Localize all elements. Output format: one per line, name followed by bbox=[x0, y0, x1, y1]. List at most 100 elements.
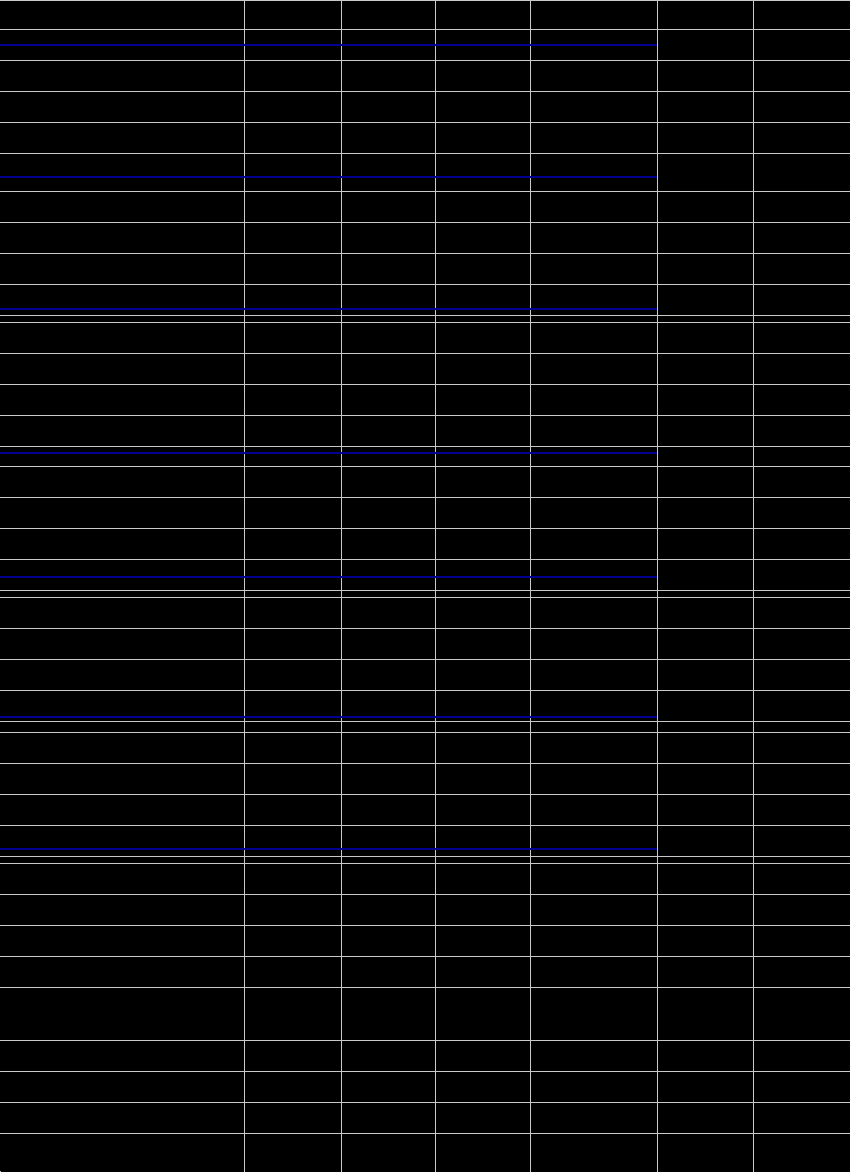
table-cell[interactable] bbox=[436, 598, 530, 628]
table-cell[interactable] bbox=[1, 926, 244, 956]
table-cell[interactable] bbox=[1, 416, 244, 446]
table-cell[interactable] bbox=[245, 61, 341, 91]
table-cell[interactable] bbox=[754, 254, 850, 284]
table-cell[interactable] bbox=[342, 154, 435, 191]
table-cell[interactable] bbox=[436, 591, 530, 597]
table-cell[interactable] bbox=[245, 629, 341, 659]
table-cell[interactable] bbox=[1, 285, 244, 315]
table-cell[interactable] bbox=[436, 385, 530, 415]
table-cell[interactable] bbox=[658, 660, 753, 690]
table-cell[interactable] bbox=[1, 254, 244, 284]
table-cell[interactable] bbox=[658, 323, 753, 353]
table-cell[interactable] bbox=[531, 764, 657, 794]
table-cell[interactable] bbox=[1, 598, 244, 628]
table-cell[interactable] bbox=[245, 1, 341, 29]
table-cell[interactable] bbox=[754, 1041, 850, 1071]
table-cell[interactable] bbox=[658, 154, 753, 191]
table-cell[interactable] bbox=[531, 1103, 657, 1133]
table-cell[interactable] bbox=[342, 1, 435, 29]
table-cell[interactable] bbox=[1, 467, 244, 497]
table-cell[interactable] bbox=[658, 895, 753, 925]
table-cell[interactable] bbox=[245, 385, 341, 415]
table-cell[interactable] bbox=[754, 722, 850, 732]
table-cell[interactable] bbox=[531, 895, 657, 925]
table-cell[interactable] bbox=[436, 447, 530, 466]
table-cell[interactable] bbox=[531, 498, 657, 528]
table-cell[interactable] bbox=[531, 416, 657, 446]
table-cell[interactable] bbox=[436, 733, 530, 763]
table-cell[interactable] bbox=[658, 467, 753, 497]
table-cell[interactable] bbox=[342, 385, 435, 415]
table-cell[interactable] bbox=[245, 591, 341, 597]
table-cell[interactable] bbox=[245, 316, 341, 322]
table-cell[interactable] bbox=[531, 192, 657, 222]
table-cell[interactable] bbox=[754, 30, 850, 60]
table-cell[interactable] bbox=[1, 733, 244, 763]
table-cell[interactable] bbox=[1, 764, 244, 794]
table-cell[interactable] bbox=[658, 1072, 753, 1102]
table-cell[interactable] bbox=[245, 92, 341, 122]
table-cell[interactable] bbox=[531, 467, 657, 497]
table-cell[interactable] bbox=[531, 926, 657, 956]
table-cell[interactable] bbox=[436, 323, 530, 353]
table-cell[interactable] bbox=[245, 323, 341, 353]
table-cell[interactable] bbox=[436, 498, 530, 528]
table-cell[interactable] bbox=[531, 1072, 657, 1102]
table-cell[interactable] bbox=[245, 416, 341, 446]
table-cell[interactable] bbox=[531, 61, 657, 91]
table-cell[interactable] bbox=[754, 560, 850, 590]
table-cell[interactable] bbox=[754, 1103, 850, 1133]
table-cell[interactable] bbox=[436, 1134, 530, 1172]
table-cell[interactable] bbox=[245, 1041, 341, 1071]
table-cell[interactable] bbox=[342, 529, 435, 559]
table-cell[interactable] bbox=[658, 285, 753, 315]
table-cell[interactable] bbox=[658, 192, 753, 222]
table-cell[interactable] bbox=[1, 192, 244, 222]
table-cell[interactable] bbox=[436, 154, 530, 191]
table-cell[interactable] bbox=[436, 988, 530, 1040]
table-cell[interactable] bbox=[436, 1041, 530, 1071]
table-cell[interactable] bbox=[531, 826, 657, 856]
table-cell[interactable] bbox=[342, 629, 435, 659]
table-cell[interactable] bbox=[531, 323, 657, 353]
table-cell[interactable] bbox=[754, 864, 850, 894]
table-cell[interactable] bbox=[342, 1072, 435, 1102]
table-cell[interactable] bbox=[436, 895, 530, 925]
table-cell[interactable] bbox=[1, 1, 244, 29]
table-cell[interactable] bbox=[658, 795, 753, 825]
table-cell[interactable] bbox=[245, 1134, 341, 1172]
table-cell[interactable] bbox=[1, 154, 244, 191]
table-cell[interactable] bbox=[658, 957, 753, 987]
table-cell[interactable] bbox=[658, 223, 753, 253]
table-cell[interactable] bbox=[436, 467, 530, 497]
table-cell[interactable] bbox=[245, 529, 341, 559]
table-cell[interactable] bbox=[245, 826, 341, 856]
table-cell[interactable] bbox=[436, 764, 530, 794]
table-cell[interactable] bbox=[245, 192, 341, 222]
table-cell[interactable] bbox=[342, 926, 435, 956]
table-cell[interactable] bbox=[342, 416, 435, 446]
table-cell[interactable] bbox=[658, 447, 753, 466]
table-cell[interactable] bbox=[754, 826, 850, 856]
table-cell[interactable] bbox=[658, 857, 753, 863]
table-cell[interactable] bbox=[342, 323, 435, 353]
table-cell[interactable] bbox=[342, 354, 435, 384]
table-cell[interactable] bbox=[1, 123, 244, 153]
table-cell[interactable] bbox=[531, 560, 657, 590]
table-cell[interactable] bbox=[1, 826, 244, 856]
table-cell[interactable] bbox=[754, 591, 850, 597]
table-cell[interactable] bbox=[1, 1103, 244, 1133]
table-cell[interactable] bbox=[754, 857, 850, 863]
table-cell[interactable] bbox=[531, 92, 657, 122]
table-cell[interactable] bbox=[658, 385, 753, 415]
table-cell[interactable] bbox=[531, 591, 657, 597]
table-cell[interactable] bbox=[531, 957, 657, 987]
table-cell[interactable] bbox=[436, 857, 530, 863]
table-cell[interactable] bbox=[342, 223, 435, 253]
table-cell[interactable] bbox=[1, 92, 244, 122]
table-cell[interactable] bbox=[342, 1103, 435, 1133]
table-cell[interactable] bbox=[342, 660, 435, 690]
table-cell[interactable] bbox=[1, 323, 244, 353]
table-cell[interactable] bbox=[754, 416, 850, 446]
table-cell[interactable] bbox=[436, 560, 530, 590]
